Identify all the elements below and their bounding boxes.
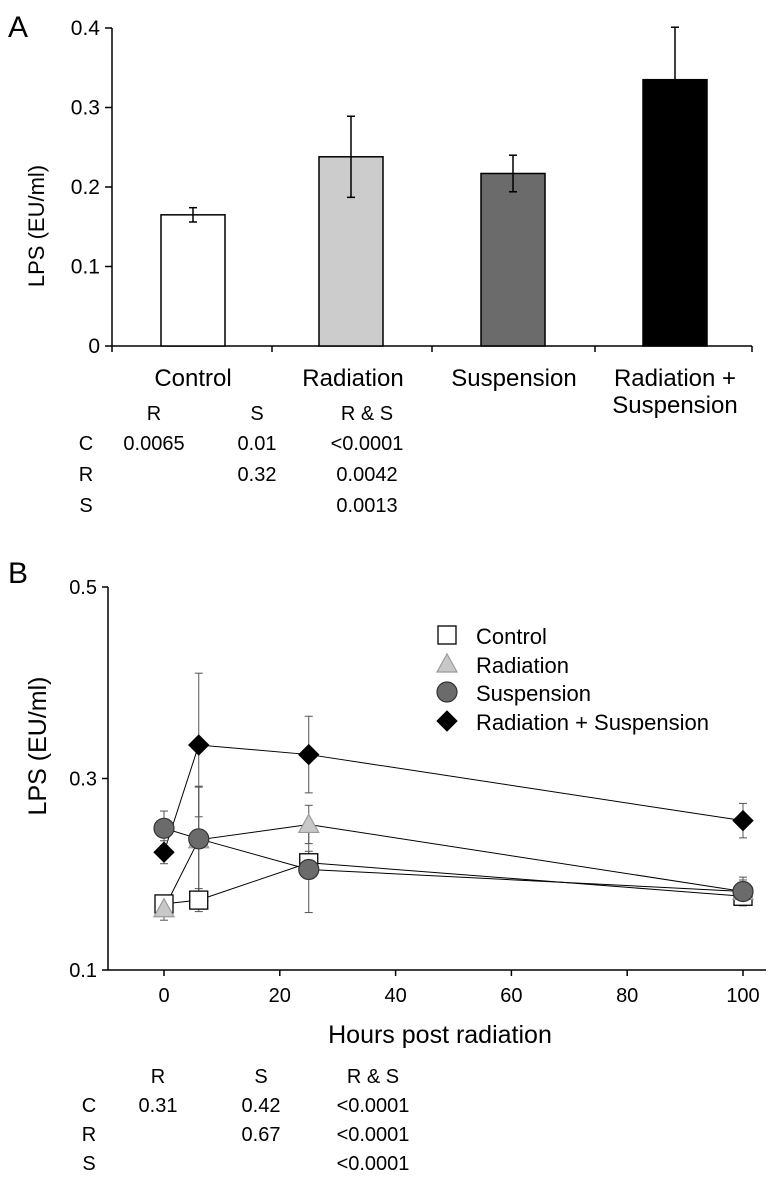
panel-b-series — [152, 672, 755, 921]
y-tick-label: 0.3 — [69, 769, 97, 791]
data-point-2 — [153, 817, 175, 839]
pvalue-column-header: S — [254, 1066, 268, 1088]
category-label: Suspension — [451, 365, 576, 392]
y-tick-label: 0.1 — [69, 960, 97, 982]
pvalue-cell: <0.0001 — [336, 1153, 410, 1175]
pvalue-column-header: R & S — [340, 403, 394, 425]
pvalue-cell: 0.32 — [237, 464, 277, 486]
bar-0 — [160, 214, 226, 347]
data-point-2 — [188, 828, 210, 850]
y-tick-label: 0.2 — [71, 176, 100, 199]
category-label: Radiation — [302, 365, 403, 392]
data-point-2 — [298, 858, 320, 881]
pvalue-column-header: R & S — [346, 1066, 400, 1088]
category-label: Suspension — [612, 392, 737, 419]
panel-a-label: A — [8, 11, 28, 44]
series-line-1 — [163, 823, 744, 909]
x-tick-label: 0 — [158, 985, 169, 1007]
legend-label: Radiation + Suspension — [476, 710, 709, 735]
data-point-1 — [152, 897, 176, 918]
pvalue-column-header: R — [146, 403, 162, 425]
pvalue-row-label: S — [79, 495, 93, 517]
pvalue-cell: 0.01 — [237, 433, 277, 455]
pvalue-row-label: C — [78, 433, 94, 455]
pvalue-cell: <0.0001 — [336, 1095, 410, 1117]
pvalue-cell: 0.0013 — [336, 495, 398, 517]
legend-label: Suspension — [476, 681, 591, 706]
pvalue-row-label: R — [78, 464, 94, 486]
pvalue-cell: 0.67 — [241, 1124, 281, 1146]
data-point-1 — [297, 813, 320, 834]
panel-a-category-labels: Control Radiation Suspension Radiation +Sus… — [154, 365, 737, 419]
x-tick-label: 100 — [726, 985, 759, 1007]
series-line-0 — [163, 862, 744, 905]
data-point-3 — [188, 734, 210, 756]
panel-b-label: B — [8, 557, 28, 590]
pvalue-row-label: R — [81, 1124, 97, 1146]
bar-2 — [480, 172, 546, 347]
y-tick-label: 0.3 — [71, 97, 100, 120]
pvalue-cell: 0.31 — [138, 1095, 178, 1117]
pvalue-cell: 0.42 — [241, 1095, 281, 1117]
category-label: Radiation + — [614, 365, 736, 392]
legend-marker-2 — [436, 681, 458, 703]
data-point-0 — [189, 890, 209, 910]
pvalue-column-header: S — [250, 403, 264, 425]
y-tick-label: 0.1 — [71, 256, 100, 279]
data-point-2 — [732, 880, 754, 903]
data-point-3 — [732, 809, 754, 832]
x-tick-label: 20 — [269, 985, 291, 1007]
panel-a-axes: 0 0.1 0.2 0.3 0.4 — [71, 17, 753, 358]
legend-label: Control — [476, 624, 547, 649]
legend-label: Radiation — [476, 653, 569, 678]
pvalue-cell: <0.0001 — [330, 433, 404, 455]
y-tick-label: 0.4 — [71, 17, 101, 40]
data-point-3 — [298, 743, 320, 766]
x-tick-label: 60 — [500, 985, 522, 1007]
y-tick-label: 0.5 — [69, 577, 97, 599]
panel-a-bars — [160, 26, 708, 347]
x-tick-label: 80 — [616, 985, 638, 1007]
pvalue-cell: 0.0065 — [123, 433, 185, 455]
panel-b-axes: 0.1 0.3 0.5 0 20 40 60 80 100 — [69, 577, 766, 1007]
pvalue-cell: 0.0042 — [336, 464, 398, 486]
series-line-2 — [163, 827, 744, 892]
pvalue-cell: <0.0001 — [336, 1124, 410, 1146]
panel-b-x-axis-label: Hours post radiation — [328, 1021, 552, 1049]
pvalue-column-header: R — [150, 1066, 166, 1088]
category-label: Control — [154, 365, 231, 392]
pvalue-row-label: C — [81, 1095, 97, 1117]
legend-marker-0 — [437, 625, 457, 645]
series-line-3 — [163, 744, 744, 853]
legend-marker-1 — [435, 652, 459, 673]
pvalue-row-label: S — [82, 1153, 96, 1175]
panel-a-y-axis-label: LPS (EU/ml) — [24, 165, 49, 287]
panel-b-y-axis-label: LPS (EU/ml) — [24, 677, 52, 816]
panel-b-legend: Control Radiation Suspension Radiation + Su… — [435, 624, 709, 735]
x-tick-label: 40 — [384, 985, 406, 1007]
data-point-3 — [153, 841, 175, 863]
legend-marker-3 — [436, 710, 458, 732]
y-tick-label: 0 — [88, 335, 100, 358]
